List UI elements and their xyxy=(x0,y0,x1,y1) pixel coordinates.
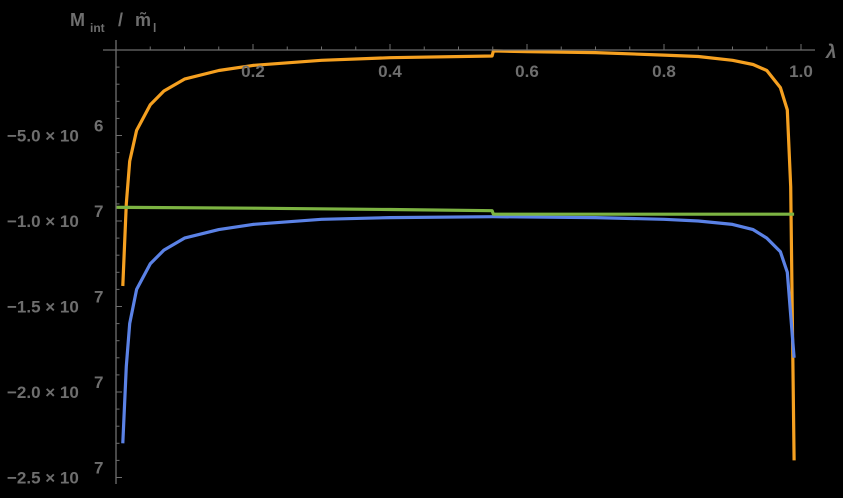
series-line-green xyxy=(115,205,795,216)
svg-text:int: int xyxy=(90,21,105,35)
y-axis-label: M int / m̃ l xyxy=(70,10,156,35)
y-tick-label: −5.0 × 10 6 xyxy=(7,117,103,146)
y-tick-label: −2.0 × 10 7 xyxy=(7,373,103,402)
x-tick-label: 0.6 xyxy=(515,62,539,81)
y-tick-label: −1.0 × 10 7 xyxy=(7,202,103,231)
svg-text:−1.5 × 10: −1.5 × 10 xyxy=(7,298,79,317)
svg-text:m̃: m̃ xyxy=(135,10,151,30)
x-tick-label: 0.8 xyxy=(652,62,676,81)
svg-text:7: 7 xyxy=(94,459,103,478)
x-axis-label: λ xyxy=(825,42,837,63)
x-tick-label: 0.4 xyxy=(378,62,402,81)
svg-text:−2.5 × 10: −2.5 × 10 xyxy=(7,469,79,488)
svg-text:l: l xyxy=(153,21,156,35)
svg-text:7: 7 xyxy=(94,373,103,392)
svg-text:−1.0 × 10: −1.0 × 10 xyxy=(7,212,79,231)
series-line-orange xyxy=(121,49,796,461)
svg-text:−5.0 × 10: −5.0 × 10 xyxy=(7,127,79,146)
y-tick-label: −1.5 × 10 7 xyxy=(7,288,103,317)
svg-text:−2.0 × 10: −2.0 × 10 xyxy=(7,383,79,402)
x-tick-label: 1.0 xyxy=(789,62,813,81)
x-tick-label: 0.2 xyxy=(241,62,265,81)
svg-text:7: 7 xyxy=(94,202,103,221)
y-tick-label: −2.5 × 10 7 xyxy=(7,459,103,488)
axes: 0.2 0.4 0.6 0.8 1.0 −5.0 × 106−1.0 × 107−1.5… xyxy=(7,10,837,488)
svg-text:6: 6 xyxy=(94,117,103,136)
y-ticks: −5.0 × 10 6 −1.0 × 10 7 −1.5 × 10 7 −2.0 × 10 7… xyxy=(7,66,122,488)
x-ticks: 0.2 0.4 0.6 0.8 1.0 xyxy=(149,44,813,81)
svg-text:/: / xyxy=(118,10,123,30)
plot-area xyxy=(115,49,796,461)
svg-text:7: 7 xyxy=(94,288,103,307)
series-line-blue xyxy=(121,215,796,444)
svg-text:M: M xyxy=(70,10,85,30)
